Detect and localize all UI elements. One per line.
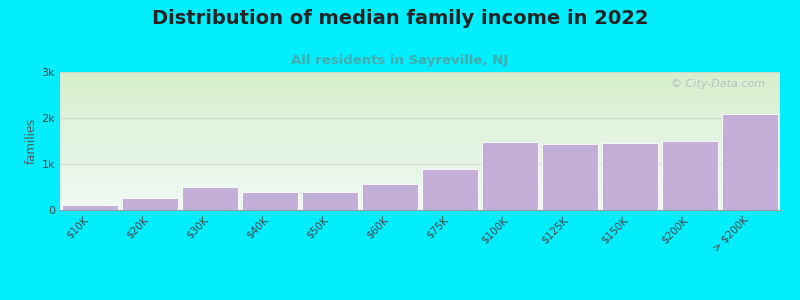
Bar xyxy=(722,114,778,210)
Bar xyxy=(302,192,358,210)
Bar xyxy=(602,143,658,210)
Bar xyxy=(182,188,238,210)
Bar xyxy=(362,184,418,210)
Bar xyxy=(122,198,178,210)
Bar xyxy=(422,169,478,210)
Y-axis label: families: families xyxy=(24,118,38,164)
Bar xyxy=(242,192,298,210)
Text: © City-Data.com: © City-Data.com xyxy=(671,79,766,89)
Bar xyxy=(482,142,538,210)
Text: All residents in Sayreville, NJ: All residents in Sayreville, NJ xyxy=(291,54,509,67)
Bar xyxy=(542,144,598,210)
Bar xyxy=(62,205,118,210)
Text: Distribution of median family income in 2022: Distribution of median family income in … xyxy=(152,9,648,28)
Bar xyxy=(662,142,718,210)
